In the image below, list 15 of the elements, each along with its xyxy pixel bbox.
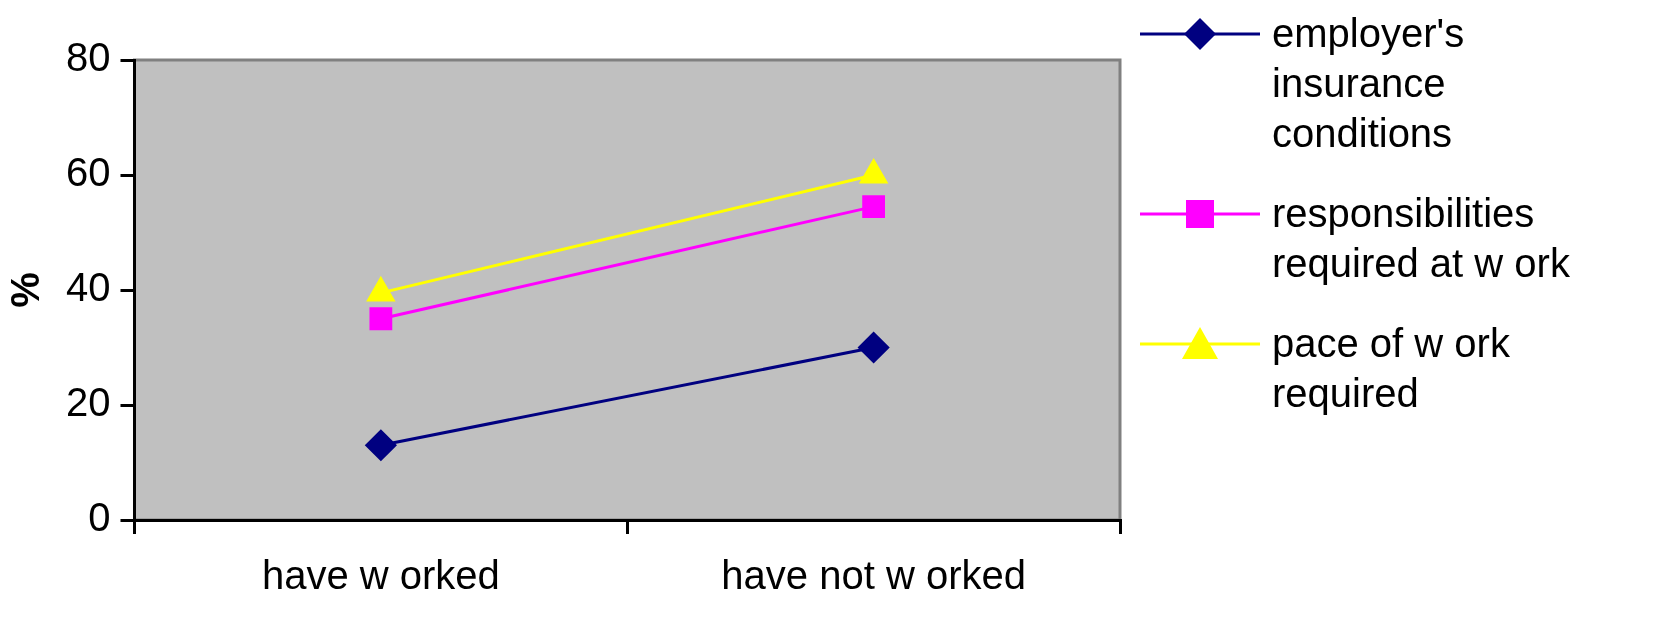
- legend-label: employer's insurance conditions: [1272, 10, 1466, 157]
- point: [369, 307, 393, 331]
- x-tick-label: have w orked: [261, 553, 500, 598]
- point: [858, 332, 890, 363]
- y-tick-label: 0: [88, 495, 111, 540]
- point: [365, 429, 397, 461]
- x-tick-label: have not w orked: [721, 553, 1026, 598]
- legend-label: responsibilities required at w ork: [1272, 190, 1571, 287]
- y-tick-label: 80: [65, 35, 111, 80]
- legend-label: pace of w ork required: [1272, 320, 1511, 417]
- y-tick-label: 60: [65, 150, 111, 195]
- y-axis-title: %: [3, 272, 48, 308]
- y-tick-label: 20: [65, 380, 111, 425]
- y-tick-label: 40: [65, 265, 111, 310]
- point: [862, 195, 886, 219]
